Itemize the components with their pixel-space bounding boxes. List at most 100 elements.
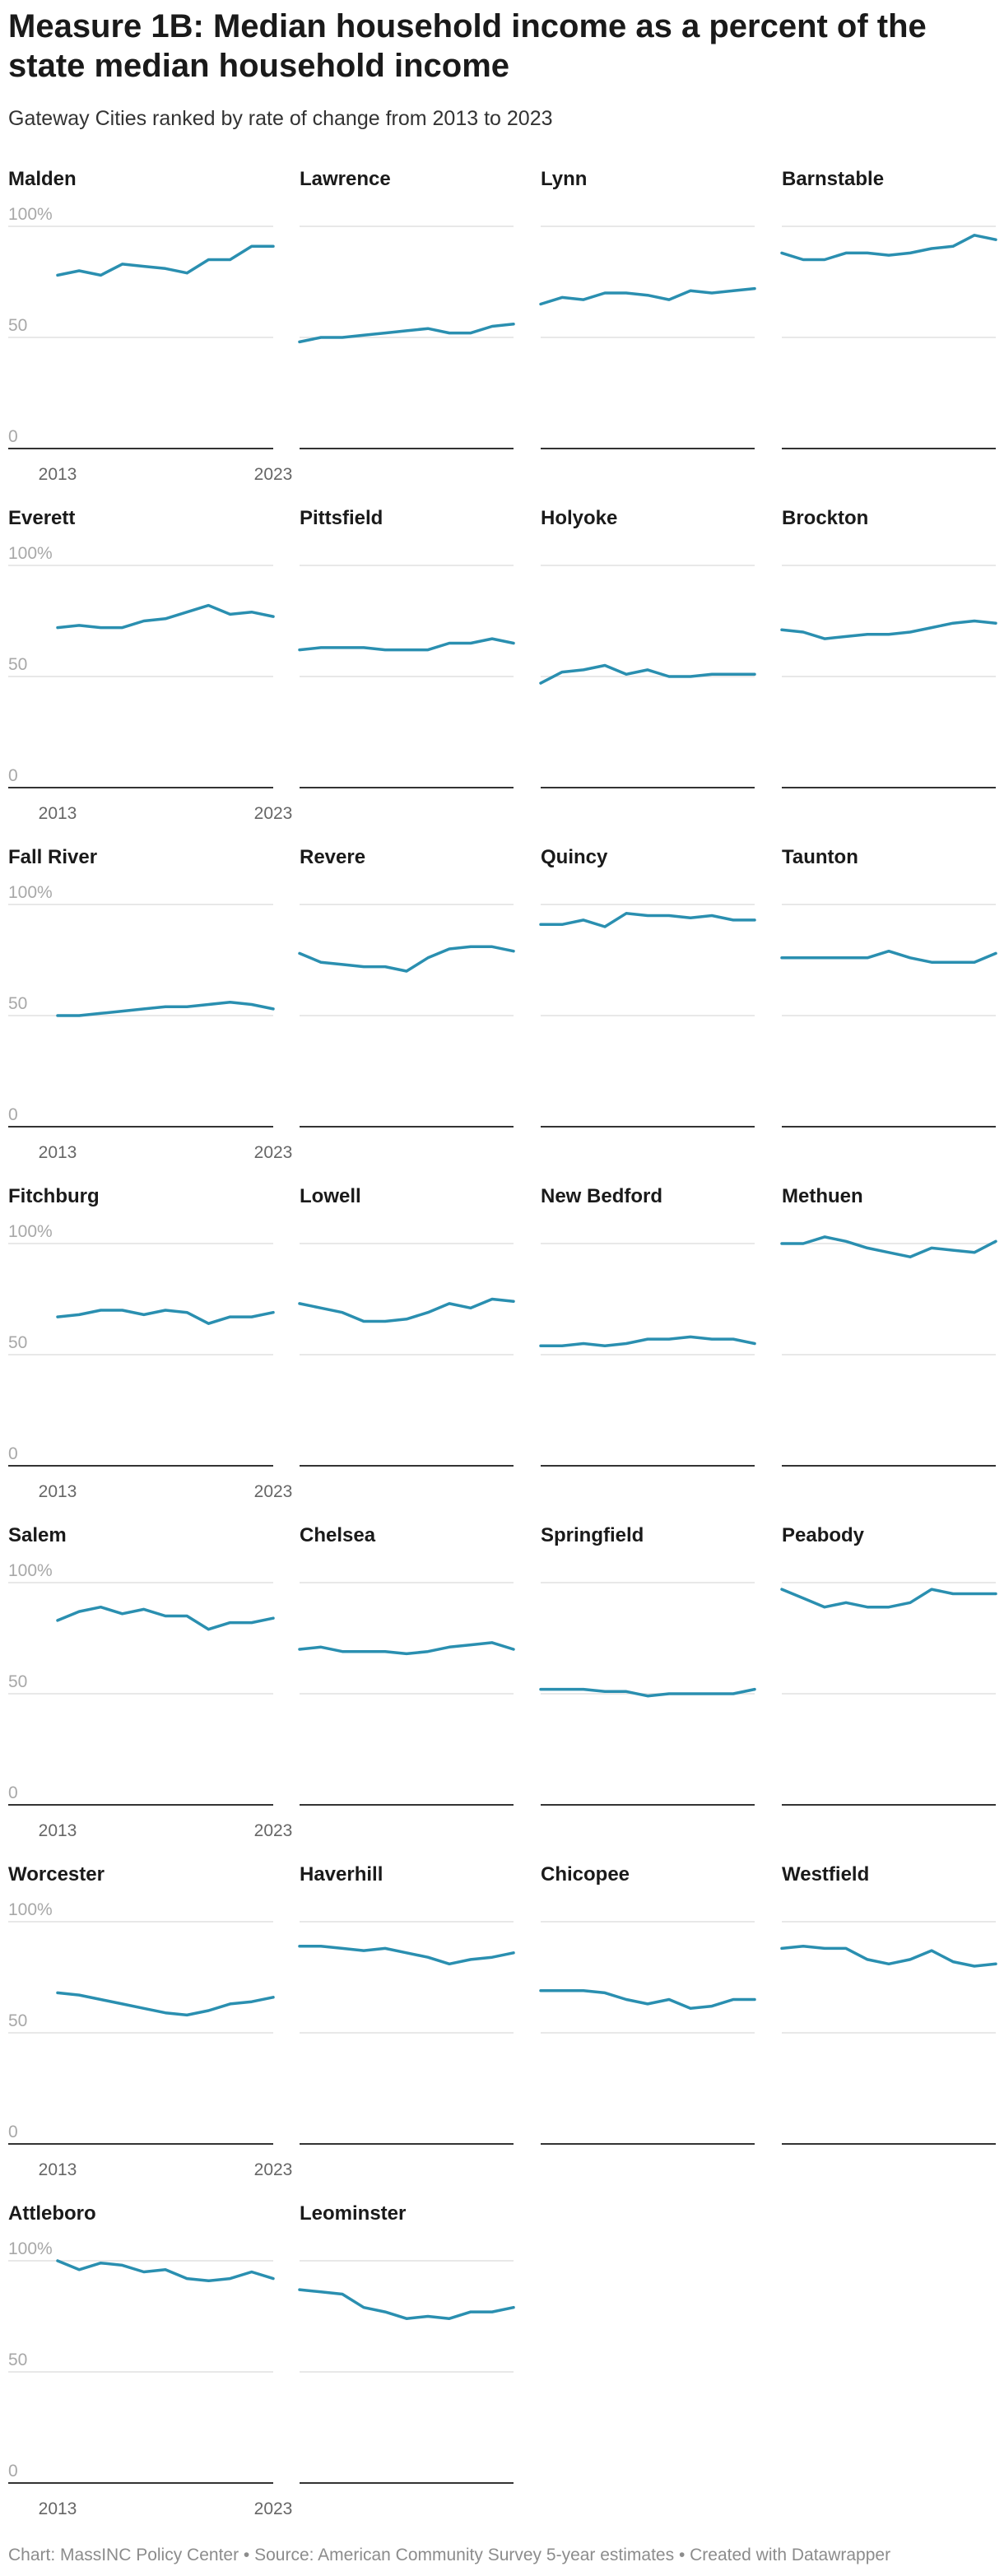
series-line [539, 912, 756, 928]
series-line [56, 1991, 275, 2017]
panel-methuen: Methuen [780, 1185, 997, 1467]
series-line [780, 1235, 997, 1258]
panel-fitchburg: Fitchburg 0 50 100% 2013 2023 [8, 1185, 292, 1501]
y-tick-label: 50 [8, 994, 27, 1013]
x-tick-label: 2023 [254, 2160, 293, 2179]
y-tick-label: 0 [8, 2462, 18, 2481]
series-line [298, 323, 515, 344]
series-line [298, 1297, 515, 1323]
panel-title: Haverhill [300, 1863, 383, 1886]
x-tick-label: 2013 [39, 2499, 77, 2518]
panel-title: Lawrence [300, 168, 391, 190]
panel-title: Westfield [782, 1863, 869, 1886]
y-tick-label: 0 [8, 1783, 18, 1802]
y-tick-label: 50 [8, 2011, 27, 2030]
x-tick-label: 2013 [39, 1482, 77, 1501]
series-line [56, 603, 275, 630]
panel-malden: Malden 0 50 100% 2013 2023 [8, 168, 292, 484]
series-line [539, 1335, 756, 1347]
panel-peabody: Peabody [780, 1524, 997, 1806]
x-tick-label: 2013 [39, 1821, 77, 1840]
y-tick-label: 0 [8, 1105, 18, 1124]
panel-title: Everett [8, 507, 75, 529]
panel-taunton: Taunton [780, 846, 997, 1128]
x-tick-label: 2013 [39, 2160, 77, 2179]
series-line [780, 1588, 997, 1609]
panel-title: Salem [8, 1524, 67, 1546]
y-tick-label: 100% [8, 1561, 53, 1580]
panel-westfield: Westfield [780, 1863, 997, 2145]
series-line [56, 1001, 275, 1017]
y-tick-label: 100% [8, 883, 53, 902]
y-tick-label: 0 [8, 766, 18, 785]
panel-fall-river: Fall River 0 50 100% 2013 2023 [8, 846, 292, 1162]
panel-title: Revere [300, 846, 365, 868]
panel-title: Lowell [300, 1185, 361, 1207]
x-tick-label: 2013 [39, 804, 77, 823]
series-line [539, 1988, 756, 2011]
x-tick-label: 2023 [254, 1482, 293, 1501]
panel-worcester: Worcester 0 50 100% 2013 2023 [8, 1863, 292, 2179]
x-tick-label: 2023 [254, 1143, 293, 1162]
y-tick-label: 100% [8, 1222, 53, 1241]
x-tick-label: 2013 [39, 1143, 77, 1162]
panel-pittsfield: Pittsfield [298, 507, 515, 788]
panel-title: Quincy [541, 846, 608, 868]
chart-subtitle: Gateway Cities ranked by rate of change … [8, 107, 553, 130]
series-line [780, 949, 997, 964]
series-line [298, 637, 515, 652]
x-tick-label: 2013 [39, 465, 77, 484]
panel-leominster: Leominster [298, 2202, 515, 2484]
series-line [298, 1944, 515, 1966]
y-tick-label: 50 [8, 655, 27, 674]
panel-title: Holyoke [541, 507, 617, 529]
panel-chicopee: Chicopee [539, 1863, 756, 2145]
panel-title: Worcester [8, 1863, 105, 1886]
y-tick-label: 50 [8, 1672, 27, 1691]
panel-title: Attleboro [8, 2202, 96, 2225]
panel-title: Chelsea [300, 1524, 376, 1546]
x-tick-label: 2023 [254, 2499, 293, 2518]
series-line [539, 663, 756, 685]
y-tick-label: 50 [8, 2350, 27, 2369]
panel-title: Malden [8, 168, 77, 190]
series-line [56, 1605, 275, 1631]
series-line [780, 234, 997, 262]
series-line [298, 2288, 515, 2320]
y-tick-label: 100% [8, 544, 53, 563]
series-line [56, 2259, 275, 2283]
panel-title: Fitchburg [8, 1185, 100, 1207]
series-line [780, 619, 997, 640]
panel-title: Springfield [541, 1524, 644, 1546]
x-tick-label: 2023 [254, 465, 293, 484]
y-tick-label: 0 [8, 2123, 18, 2141]
series-line [539, 1687, 756, 1698]
panel-title: Chicopee [541, 1863, 630, 1886]
y-tick-label: 50 [8, 1333, 27, 1352]
panel-brockton: Brockton [780, 507, 997, 788]
panel-title: Peabody [782, 1524, 865, 1546]
panel-haverhill: Haverhill [298, 1863, 515, 2145]
series-line [539, 286, 756, 306]
chart-footer: Chart: MassINC Policy Center • Source: A… [8, 2546, 891, 2564]
series-line [298, 1641, 515, 1656]
panel-springfield: Springfield [539, 1524, 756, 1806]
panel-salem: Salem 0 50 100% 2013 2023 [8, 1524, 292, 1840]
y-tick-label: 0 [8, 427, 18, 446]
series-line [298, 945, 515, 973]
panel-revere: Revere [298, 846, 515, 1128]
y-tick-label: 100% [8, 205, 53, 224]
panel-title: New Bedford [541, 1185, 662, 1207]
panel-lowell: Lowell [298, 1185, 515, 1467]
x-tick-label: 2023 [254, 804, 293, 823]
panel-title: Barnstable [782, 168, 884, 190]
panel-everett: Everett 0 50 100% 2013 2023 [8, 507, 292, 823]
panel-title: Fall River [8, 846, 97, 868]
y-tick-label: 50 [8, 316, 27, 335]
panel-title: Lynn [541, 168, 587, 190]
y-tick-label: 100% [8, 1900, 53, 1919]
panel-title: Brockton [782, 507, 868, 529]
panel-quincy: Quincy [539, 846, 756, 1128]
panel-new-bedford: New Bedford [539, 1185, 756, 1467]
